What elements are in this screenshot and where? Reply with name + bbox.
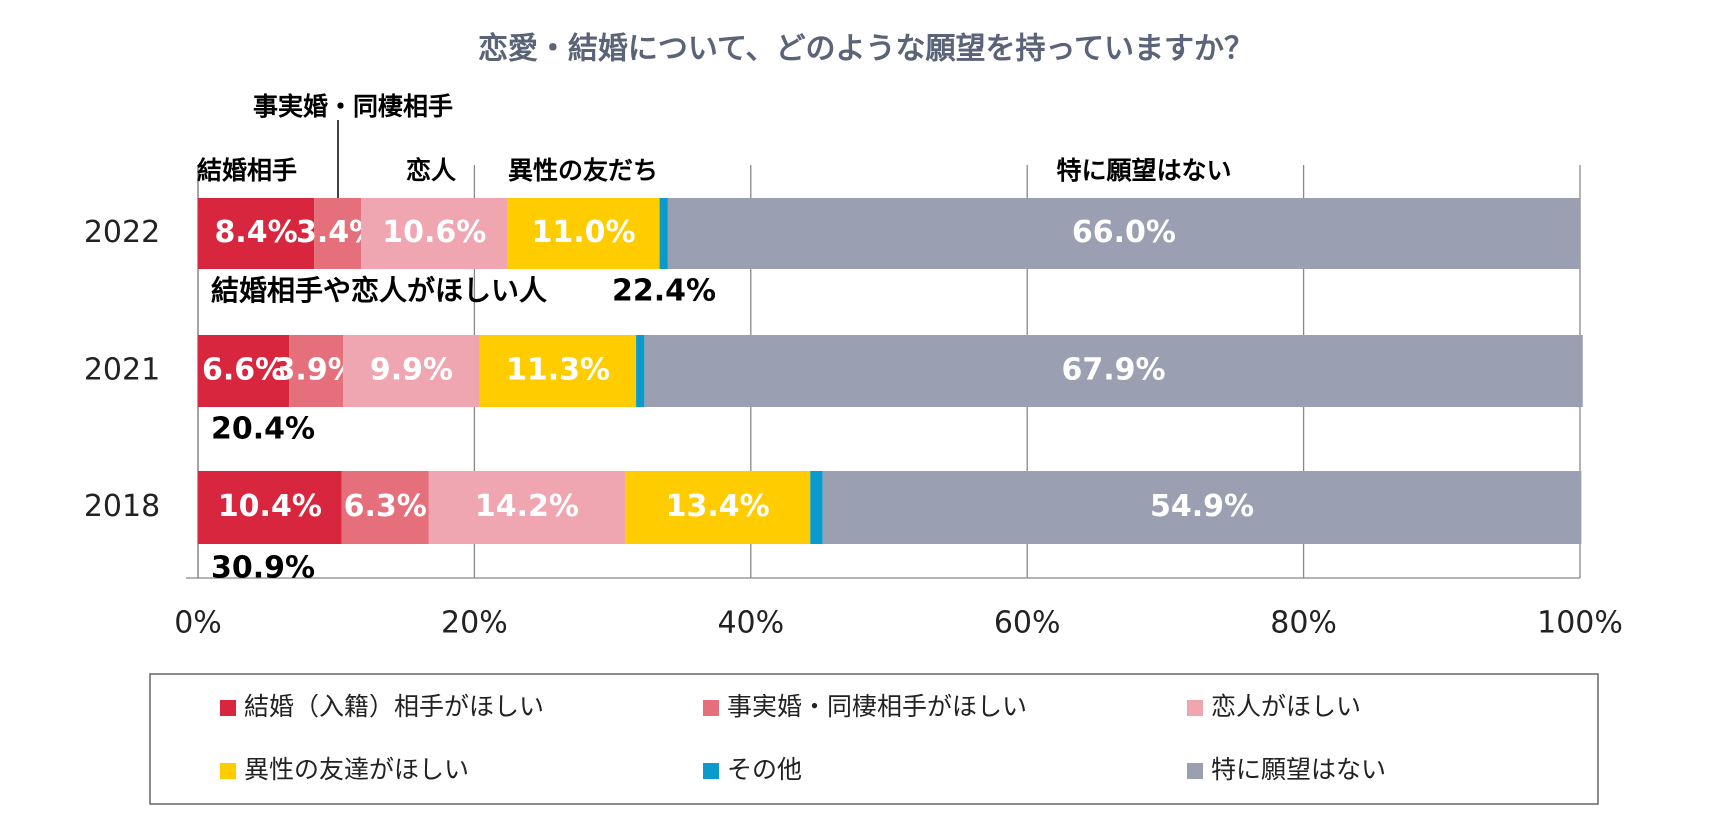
value-label: 54.9% (1150, 489, 1254, 524)
total-label: 20.4% (211, 412, 315, 447)
value-label: 6.3% (344, 489, 427, 524)
y-tick-label: 2022 (84, 215, 160, 250)
y-tick-label: 2018 (84, 489, 160, 524)
bar-segment (289, 335, 344, 407)
legend-label: 特に願望はない (1211, 755, 1386, 784)
bar-segment (343, 335, 480, 407)
bar-segment (659, 198, 668, 269)
bar-segment (314, 198, 362, 269)
bar-segment (667, 198, 1580, 269)
x-tick-label: 100% (1537, 606, 1623, 641)
legend-swatch (703, 700, 719, 716)
bar-segment (636, 335, 645, 407)
bar-segment (644, 335, 1583, 407)
legend-label: 異性の友達がほしい (244, 755, 469, 784)
legend-swatch (220, 700, 236, 716)
legend-label: 恋人がほしい (1211, 692, 1361, 721)
value-label: 8.4% (214, 215, 297, 250)
legend-label: 結婚（入籍）相手がほしい (244, 692, 544, 721)
value-label: 66.0% (1072, 215, 1176, 250)
bar-segment (361, 198, 508, 269)
legend-swatch (1187, 763, 1203, 779)
column-header: 特に願望はない (1056, 156, 1231, 185)
legend-label: その他 (727, 755, 802, 784)
column-header: 事実婚・同棲相手 (253, 92, 453, 121)
value-label: 9.9% (370, 353, 453, 388)
total-label: 22.4% (612, 274, 716, 309)
x-tick-label: 80% (1270, 606, 1337, 641)
bar-segment (198, 335, 290, 407)
column-header: 異性の友だち (508, 156, 658, 185)
value-label: 6.6% (202, 353, 285, 388)
bar-segment (625, 471, 811, 544)
bar-segment (198, 471, 342, 544)
legend-swatch (220, 763, 236, 779)
value-label: 10.4% (218, 489, 322, 524)
bar-segment (822, 471, 1582, 544)
bar-segment (198, 198, 315, 269)
x-tick-label: 20% (441, 606, 508, 641)
bar-segment (428, 471, 626, 544)
legend-swatch (1187, 700, 1203, 716)
value-label: 11.0% (532, 215, 636, 250)
bar-segment (341, 471, 429, 544)
total-caption: 結婚相手や恋人がほしい人 (211, 274, 547, 307)
x-tick-label: 60% (994, 606, 1061, 641)
value-label: 14.2% (475, 489, 579, 524)
x-tick-label: 40% (717, 606, 784, 641)
legend-box (149, 673, 1599, 805)
column-header: 結婚相手 (197, 156, 297, 185)
x-tick-label: 0% (174, 606, 222, 641)
bar-segment (507, 198, 660, 269)
value-label: 67.9% (1062, 353, 1166, 388)
value-label: 13.4% (666, 489, 770, 524)
chart-title: 恋愛・結婚について、どのような願望を持っていますか？ (478, 32, 1254, 67)
bar-segment (479, 335, 637, 407)
total-label: 30.9% (211, 551, 315, 586)
column-header: 恋人 (406, 156, 456, 185)
legend-swatch (703, 763, 719, 779)
legend-label: 事実婚・同棲相手がほしい (727, 692, 1027, 721)
value-label: 10.6% (382, 215, 486, 250)
value-label: 11.3% (506, 353, 610, 388)
bar-segment (810, 471, 823, 544)
y-tick-label: 2021 (84, 353, 160, 388)
